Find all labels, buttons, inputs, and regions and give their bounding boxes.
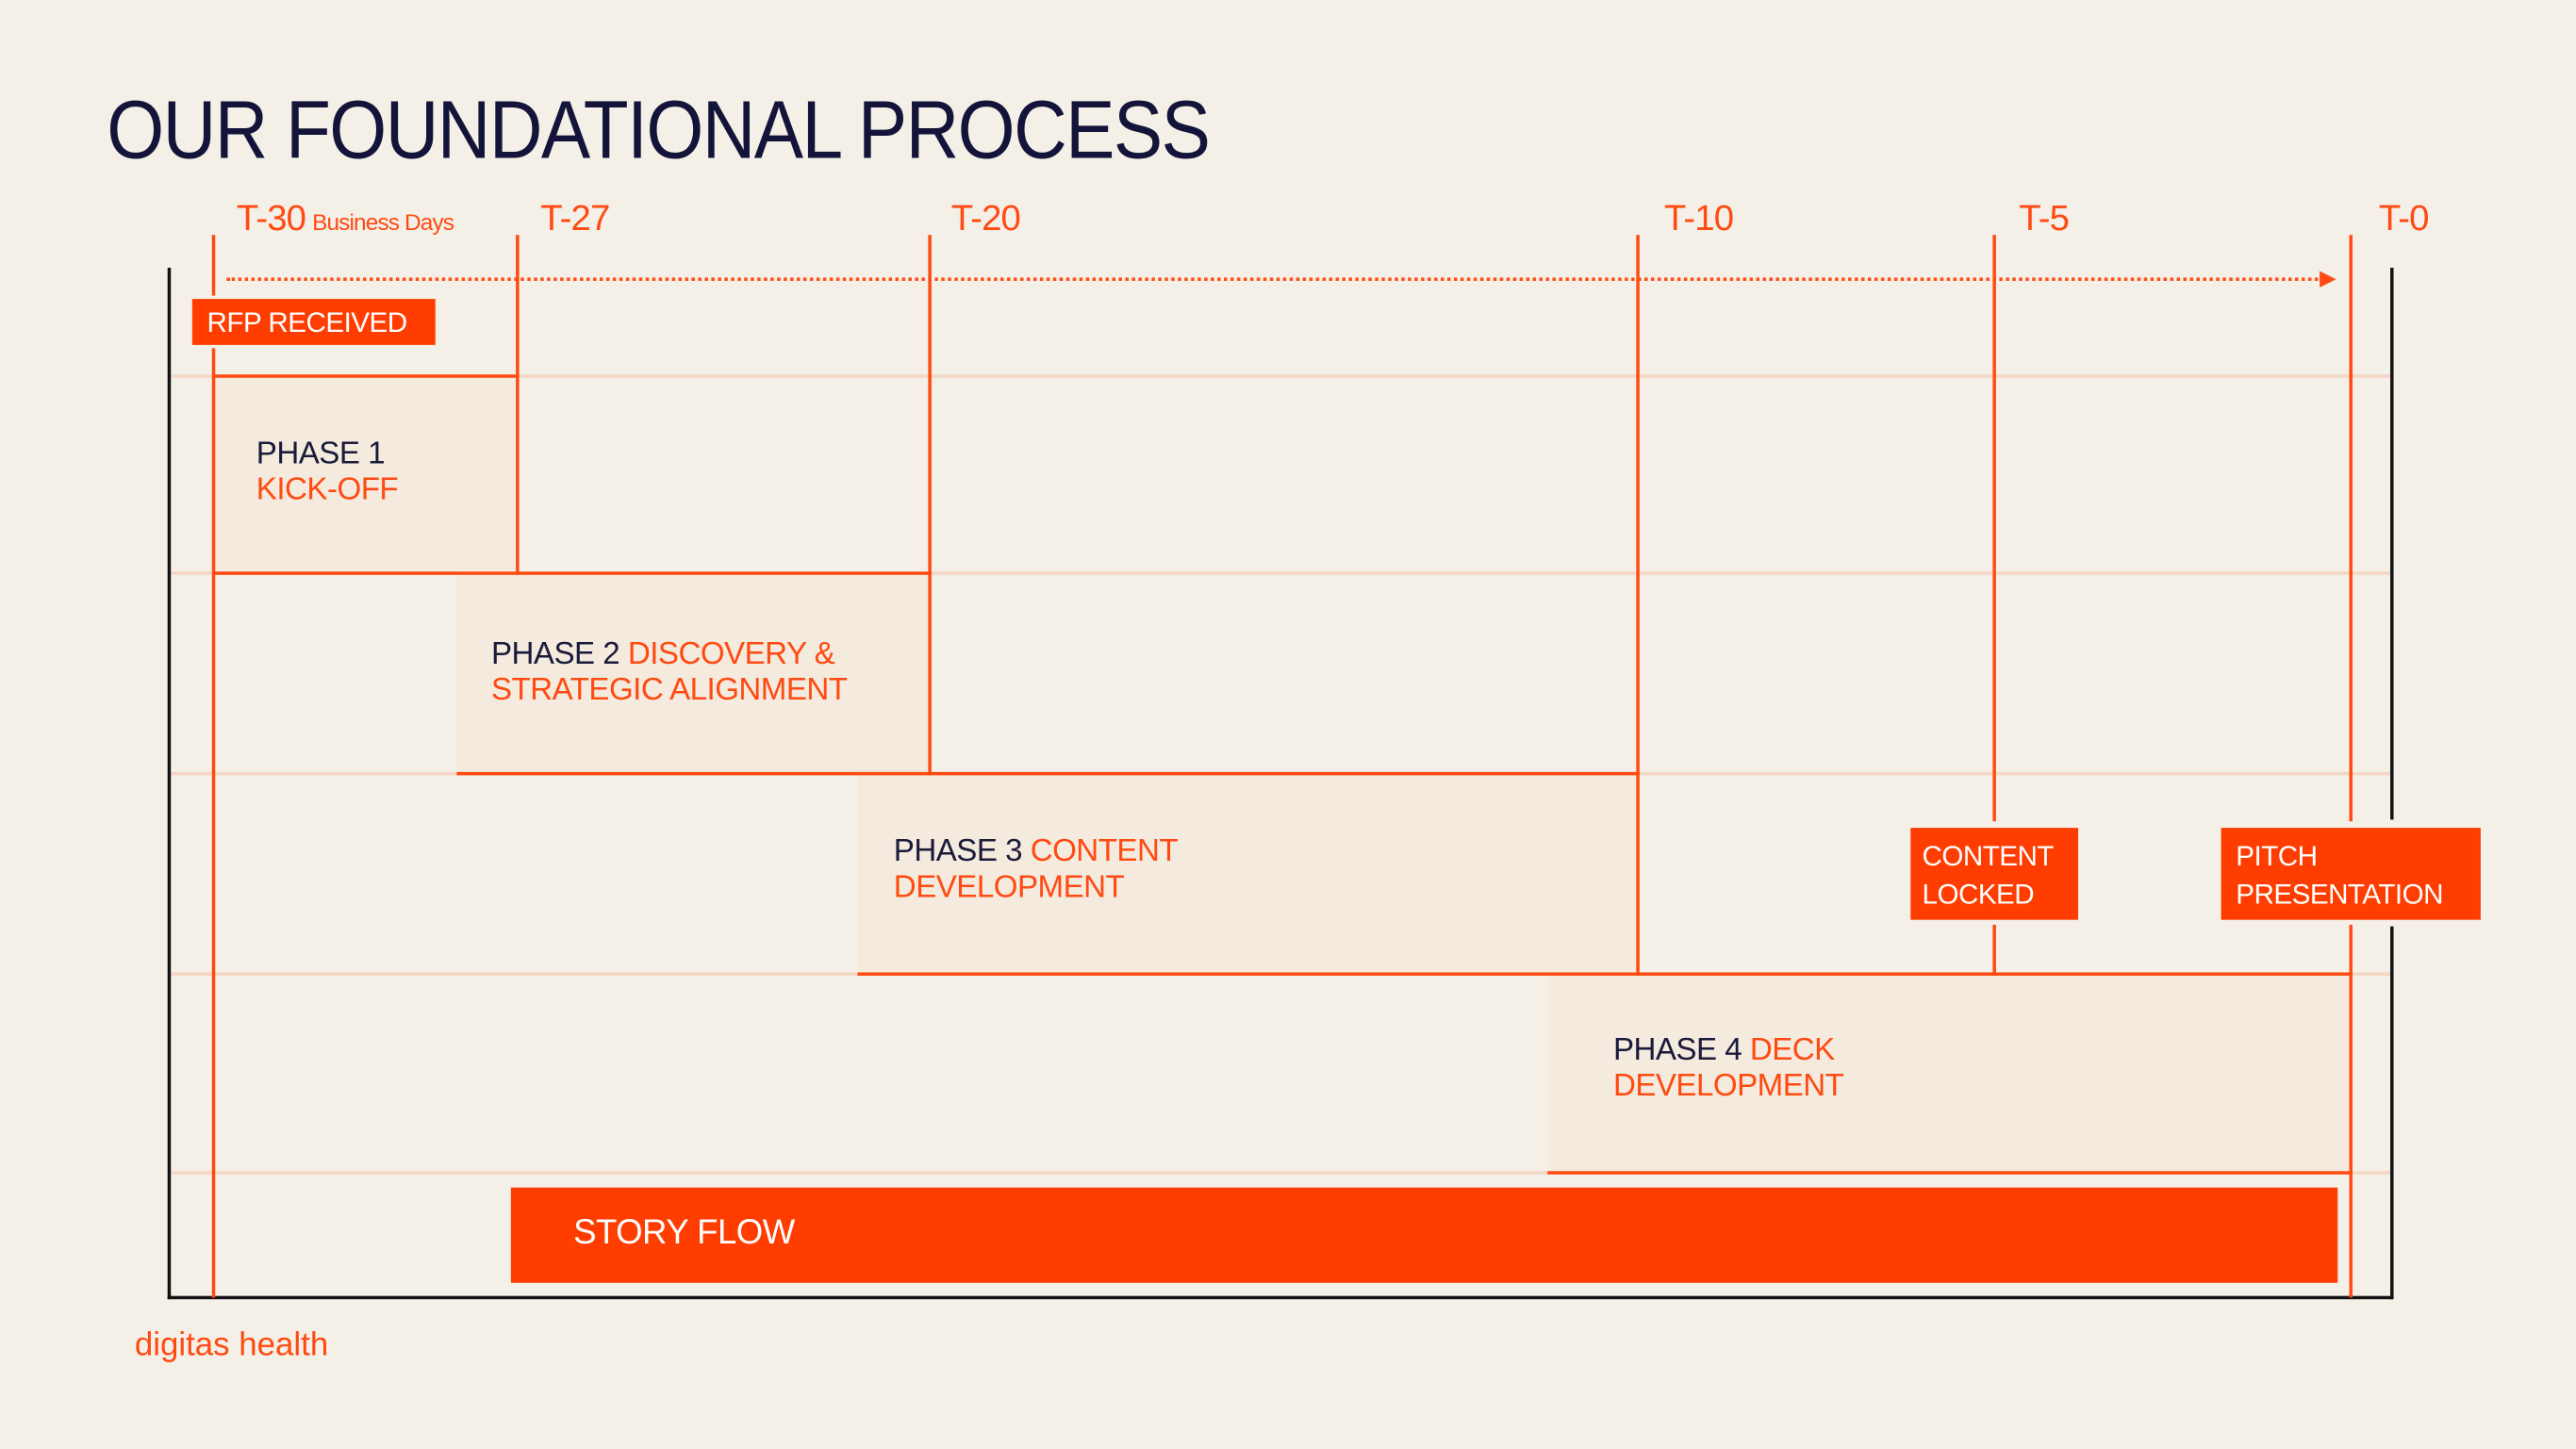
timeline-arrow [226, 277, 2323, 281]
tick-t5: T-5 [2019, 197, 2070, 239]
badge-text: PITCH [2236, 841, 2318, 873]
tick-t0: T-0 [2378, 197, 2430, 239]
phase-3-block [857, 775, 1639, 975]
t0-line [2349, 235, 2353, 822]
t27-line [516, 235, 520, 575]
row-divider [169, 374, 2392, 378]
rfp-received-badge: RFP RECEIVED [191, 299, 436, 345]
phase-1-top [213, 374, 520, 378]
phase-name: DEVELOPMENT [1612, 1069, 1844, 1104]
phase-name: DEVELOPMENT [893, 870, 1125, 906]
phase-1-text: PHASE 1 KICK-OFF [256, 436, 399, 509]
t0-line [2349, 924, 2353, 1298]
t30-line [211, 235, 216, 296]
phase-name: KICK-OFF [256, 472, 399, 508]
tick-t10: T-10 [1663, 197, 1734, 239]
phase-1-block [213, 375, 518, 574]
phase-label: PHASE 4 [1612, 1032, 1742, 1068]
row-divider [169, 571, 2392, 575]
tick-t20: T-20 [950, 197, 1021, 239]
badge-text: PRESENTATION [2236, 879, 2444, 911]
phase-2-bottom [456, 771, 1640, 776]
tick-label: T-30 [236, 197, 306, 239]
tick-t27: T-27 [540, 197, 610, 239]
t5-line [1992, 235, 1996, 822]
t10-line [1636, 235, 1640, 976]
content-locked-badge: CONTENT LOCKED [1910, 828, 2079, 920]
phase-2-block [456, 574, 931, 774]
frame-bottom [167, 1295, 2394, 1300]
phase-1-bottom [213, 571, 932, 575]
phase-label: PHASE 3 [893, 834, 1023, 869]
badge-text: CONTENT [1922, 841, 2054, 873]
row-divider [169, 1171, 2392, 1175]
phase-4-bottom [1547, 1171, 2353, 1175]
frame-right [2390, 267, 2394, 820]
phase-3-text: PHASE 3 CONTENT DEVELOPMENT [893, 834, 1179, 907]
badge-text: LOCKED [1922, 879, 2035, 911]
unit-label: Business Days [312, 208, 454, 236]
t30-line [211, 348, 216, 1298]
phase-3-bottom [857, 972, 2353, 976]
logo: digitas health [134, 1326, 329, 1364]
t20-line [928, 235, 932, 776]
phase-label: PHASE 2 [490, 637, 620, 672]
story-flow-bar: STORY FLOW [510, 1187, 2338, 1283]
frame-left [167, 267, 172, 1300]
phase-name: STRATEGIC ALIGNMENT [490, 673, 848, 708]
t5-line [1992, 924, 1996, 976]
page-title: OUR FOUNDATIONAL PROCESS [107, 83, 1211, 176]
pitch-presentation-badge: PITCH PRESENTATION [2221, 828, 2481, 920]
phase-4-text: PHASE 4 DECK DEVELOPMENT [1612, 1032, 1844, 1106]
phase-name: DISCOVERY & [627, 637, 835, 672]
phase-label: PHASE 1 [256, 436, 386, 472]
phase-name: CONTENT [1030, 834, 1179, 869]
phase-name: DECK [1749, 1032, 1835, 1068]
tick-t30: T-30 Business Days [237, 197, 454, 239]
arrow-head-icon [2320, 271, 2337, 288]
phase-4-block [1547, 975, 2352, 1174]
frame-right [2390, 926, 2394, 1300]
phase-2-text: PHASE 2 DISCOVERY & STRATEGIC ALIGNMENT [491, 637, 848, 710]
